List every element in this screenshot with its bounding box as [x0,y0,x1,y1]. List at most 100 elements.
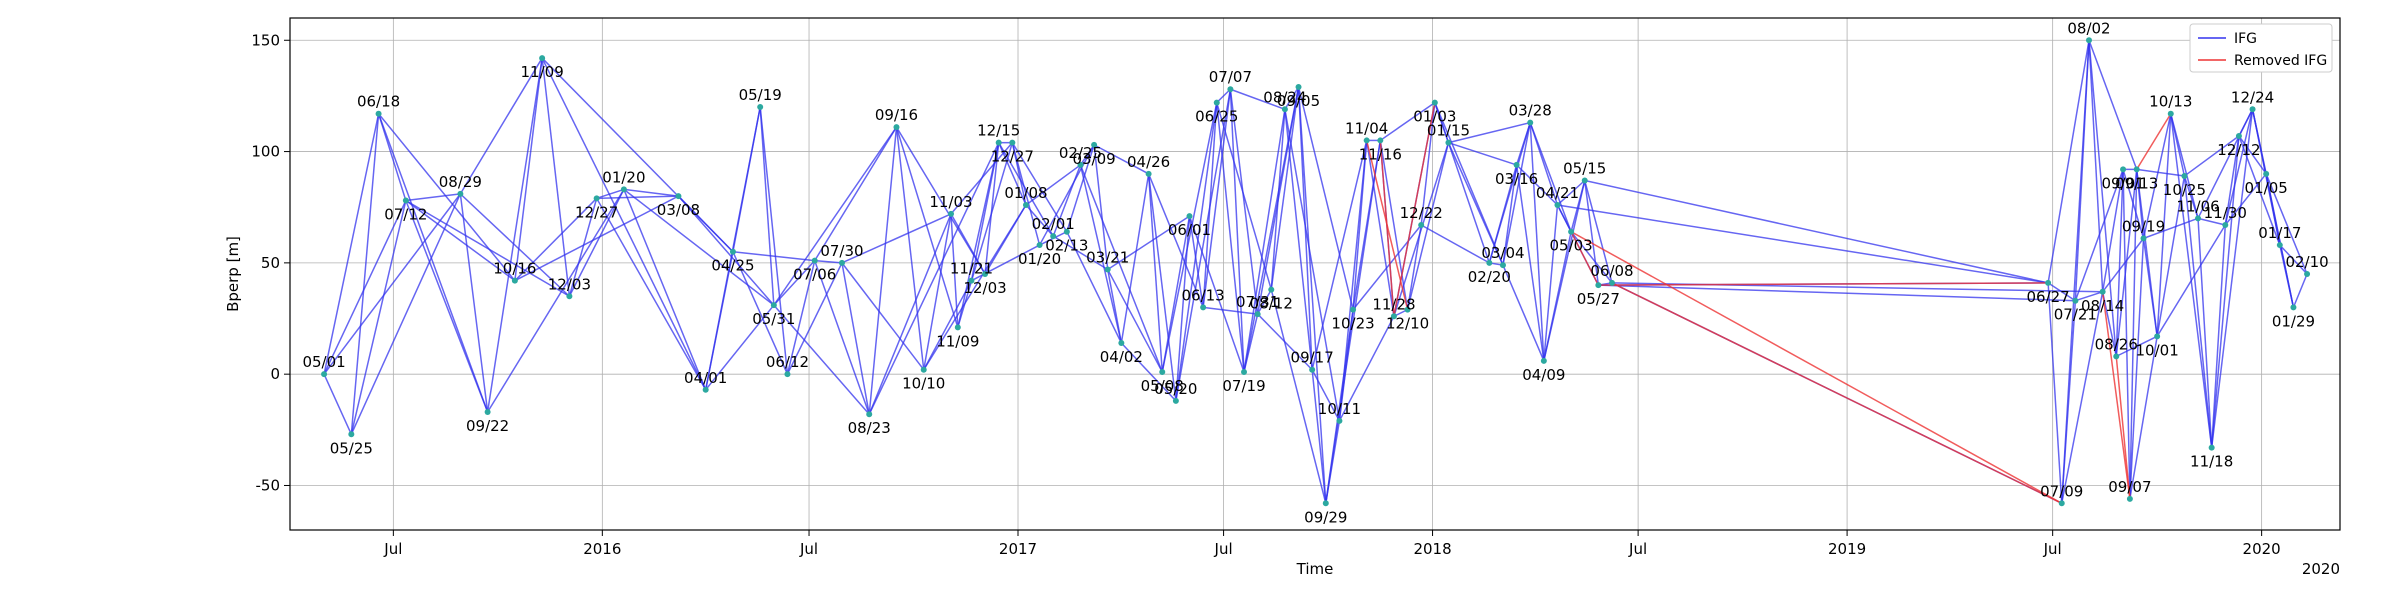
ifg-edge [323,200,407,375]
acquisition-point [1404,306,1411,313]
ifg-edge [984,142,1000,275]
acquisition-point [1499,262,1506,269]
ifg-edge [2238,108,2254,137]
ifg-edge [1066,144,1095,232]
acquisition-label: 06/18 [357,93,400,111]
acquisition-label: 08/23 [848,419,891,437]
ifg-edge [350,113,380,435]
acquisition-point [2263,170,2270,177]
removed-ifg-edge [1570,231,2063,504]
ifg-edge [1584,180,1613,284]
ifg-edge [1284,109,1341,422]
ifg-edge [1175,102,1218,401]
ifg-edge [2088,40,2104,292]
ifg-edge [1379,101,1436,142]
acquisition-point [995,139,1002,146]
acquisition-label: 04/26 [1127,153,1170,171]
ifg-edge [773,126,898,306]
acquisition-label: 09/22 [466,417,509,435]
ifg-edge [1557,204,2049,284]
ifg-edge [1529,122,1572,232]
removed-ifg-edge [1393,102,1436,317]
acquisition-point [1145,170,1152,177]
acquisition-label: 08/24 [1263,88,1306,106]
acquisition-point [1418,222,1425,229]
legend-removed-ifg-label: Removed IFG [2234,53,2327,69]
ifg-edge [773,304,870,415]
acquisition-point [2045,279,2052,286]
ifg-edge [998,142,1027,206]
ifg-edge [2210,224,2227,448]
acquisition-point [893,124,900,131]
ifg-edge [350,193,462,435]
ifg-edge [1515,164,1545,361]
acquisition-point [2140,235,2147,242]
acquisition-label: 04/09 [1522,366,1565,384]
ifg-edge [1284,109,1313,370]
acquisition-label: 10/01 [2136,341,2179,359]
acquisition-point [2222,222,2229,229]
ifg-edge [459,193,570,297]
acquisition-point [1254,311,1261,318]
acquisition-label: 07/21 [2054,306,2097,324]
acquisition-point [757,104,764,111]
ifg-edge [1147,173,1177,401]
ifg-edge [486,57,543,413]
acquisition-point [1377,137,1384,144]
ifg-edge [1352,140,1382,310]
ifg-edge [486,189,625,413]
ifg-edge [2061,291,2104,504]
ifg-edge [2122,169,2131,499]
ifg-edge [623,188,679,197]
acquisition-label: 05/15 [1563,160,1606,178]
ifg-edge [2047,40,2090,284]
acquisition-label: 11/09 [521,63,564,81]
acquisition-point [566,293,573,300]
acquisition-label: 10/11 [1318,400,1361,418]
ifg-edge [2224,135,2240,226]
acquisition-label: 01/20 [1018,250,1061,268]
ifg-edge [1598,284,2076,302]
acquisition-point [1022,201,1029,208]
acquisition-point [811,257,818,264]
ifg-edge [2183,175,2199,219]
ifg-edge [1338,315,1395,422]
acquisition-label: 01/20 [602,168,645,186]
x-tick-label: Jul [1628,540,1647,558]
acquisition-point [2113,353,2120,360]
ifg-edge [2129,336,2158,499]
acquisition-label: 11/21 [950,260,993,278]
acquisition-point [770,302,777,309]
acquisition-label: 07/31 [1236,293,1279,311]
acquisition-point [1608,279,1615,286]
ifg-edge [868,213,952,415]
ifg-edge [2101,291,2117,357]
ifg-edge [1311,140,1368,370]
ifg-edge [541,57,707,391]
ifg-edge [1297,86,1327,504]
ifg-edge [1516,164,1559,206]
acquisition-label: 03/21 [1086,249,1129,267]
removed-ifg-edge [2115,356,2131,499]
y-tick-label: -50 [256,476,281,494]
acquisition-label: 12/22 [1400,204,1443,222]
legend: IFG Removed IFG [2189,23,2333,73]
ifg-edge [1079,144,1095,166]
ifg-edge [895,126,959,328]
acquisition-point [2181,173,2188,180]
acquisition-point [1091,141,1098,148]
acquisition-point [1241,368,1248,375]
acquisition-label: 04/02 [1100,348,1143,366]
acquisition-point [1568,228,1575,235]
ifg-edge [1188,216,1204,308]
ifg-edge [950,213,959,328]
ifg-edge [1284,86,1300,110]
ifg-edge [2088,40,2138,170]
ifg-edge [377,113,489,413]
ifg-edge [2238,135,2267,175]
acquisition-point [2304,271,2311,277]
ifg-edge [2115,335,2158,358]
y-tick-label: 50 [261,254,280,272]
y-axis-ticks: -50 0 50 100 150 [251,31,290,494]
acquisition-label: 07/06 [793,266,836,284]
